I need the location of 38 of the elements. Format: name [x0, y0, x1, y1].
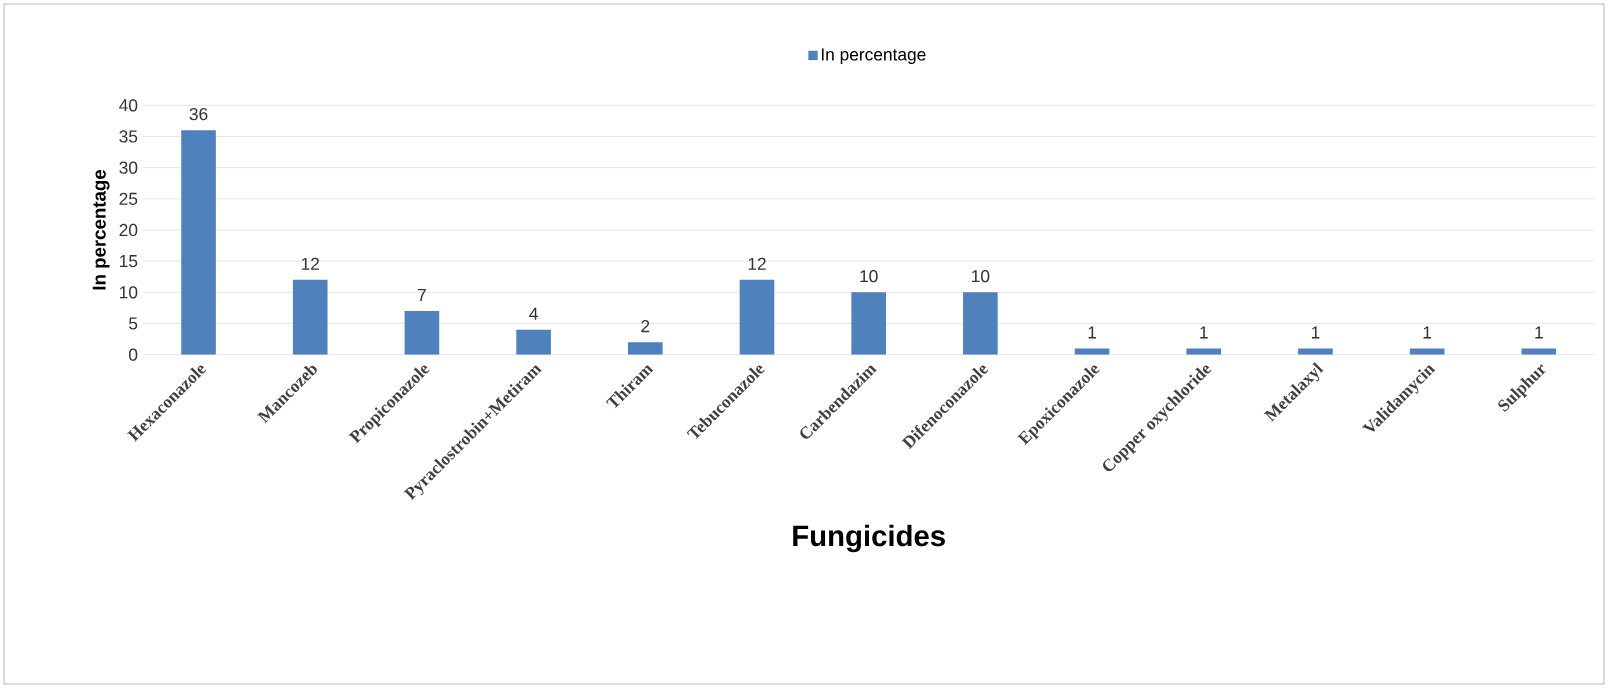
y-tick-label: 35: [119, 130, 138, 143]
bar: [1074, 348, 1110, 355]
y-tick-label: 15: [120, 255, 138, 268]
data-label: 4: [529, 307, 538, 320]
bar: [404, 311, 440, 355]
bar: [963, 292, 998, 355]
x-axis-title: Fungicides: [793, 524, 945, 553]
bar: [516, 329, 551, 355]
data-label: 12: [748, 257, 766, 270]
data-label: 1: [1088, 326, 1097, 339]
y-tick-label: 25: [119, 192, 138, 205]
y-tick-label: 30: [119, 161, 138, 174]
data-label: 10: [972, 270, 990, 283]
data-label: 36: [189, 107, 208, 121]
data-label: 2: [641, 320, 650, 333]
bar: [851, 292, 886, 355]
data-label: 1: [1311, 326, 1320, 339]
data-label: 1: [1535, 326, 1543, 339]
y-tick-label: 20: [119, 223, 138, 237]
data-label: 1: [1423, 326, 1432, 339]
legend-label: In percentage: [821, 48, 926, 64]
y-axis-title: In percentage: [92, 169, 110, 290]
bar: [627, 342, 663, 355]
bar: [1409, 348, 1445, 355]
bar: [292, 279, 328, 355]
data-label: 7: [417, 289, 426, 301]
bar: [1186, 348, 1222, 355]
data-label: 1: [1200, 326, 1208, 339]
data-label: 12: [301, 257, 319, 270]
data-label: 10: [860, 270, 878, 283]
y-tick-label: 10: [120, 286, 138, 299]
bar: [739, 279, 775, 355]
y-tick-label: 40: [119, 99, 138, 112]
bar: [1521, 348, 1557, 355]
bar: [181, 130, 216, 355]
bar: [1298, 348, 1333, 355]
y-tick-label: 0: [129, 348, 138, 361]
y-tick-label: 5: [129, 317, 138, 330]
